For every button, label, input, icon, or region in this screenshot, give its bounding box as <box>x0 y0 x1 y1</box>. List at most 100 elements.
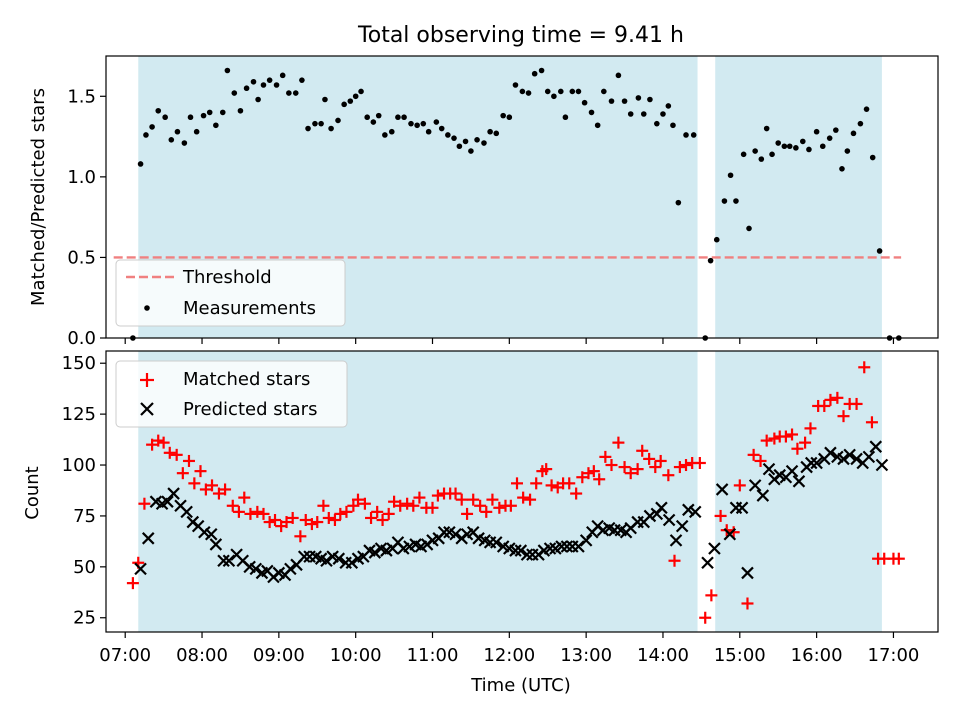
top-legend: Threshold Measurements <box>115 259 346 327</box>
bottom-legend-box <box>115 360 348 428</box>
measurement-point <box>713 236 720 243</box>
matched-star-marker <box>791 442 804 455</box>
matched-star-marker <box>376 514 389 527</box>
matched-star-marker <box>865 416 878 429</box>
matched-star-marker <box>636 444 649 457</box>
measurement-point <box>388 128 395 135</box>
measurement-point <box>299 77 305 83</box>
measurement-point <box>260 82 267 88</box>
matched-star-marker <box>244 507 257 520</box>
top-legend-measurement-swatch <box>144 305 150 311</box>
measurement-point <box>493 130 500 137</box>
measurement-point <box>621 98 628 104</box>
matched-star-marker <box>824 393 837 406</box>
predicted-star-marker <box>284 562 297 576</box>
matched-star-marker <box>540 463 553 476</box>
matched-star-marker <box>401 497 414 510</box>
measurement-point <box>833 127 839 133</box>
matched-star-marker <box>570 487 583 500</box>
measurement-point <box>401 114 407 121</box>
measurement-point <box>588 109 595 116</box>
measurement-point <box>162 114 168 121</box>
predicted-star-marker <box>345 556 359 570</box>
matched-star-marker <box>779 430 792 443</box>
measurement-point <box>826 135 833 141</box>
x-tick-label: 08:00 <box>176 645 228 666</box>
matched-star-marker <box>799 436 812 449</box>
predicted-star-marker <box>662 513 676 527</box>
measurement-point <box>793 145 799 151</box>
top-y-axis-ticks: 0.0 0.5 1.0 1.5 <box>67 86 106 349</box>
measurement-point <box>266 77 273 83</box>
x-tick-label: 12:00 <box>483 645 535 666</box>
matched-star-marker <box>599 450 612 463</box>
matched-star-marker <box>371 505 384 518</box>
predicted-star-marker <box>875 458 889 472</box>
measurement-point <box>506 114 513 121</box>
matched-star-marker <box>299 514 312 527</box>
top-y-axis-label: Matched/Predicted stars <box>28 88 49 306</box>
matched-star-marker <box>152 434 165 447</box>
matched-star-marker <box>206 479 219 492</box>
matched-star-marker <box>340 505 353 518</box>
measurement-point <box>806 146 812 153</box>
measurement-point <box>601 88 607 95</box>
measurement-point <box>292 90 299 96</box>
measurement-point <box>425 128 432 135</box>
matched-star-marker <box>347 499 360 512</box>
x-tick-label: 09:00 <box>253 645 305 666</box>
matched-star-marker <box>311 516 324 529</box>
x-tick-label: 11:00 <box>407 645 459 666</box>
matched-star-marker <box>693 456 706 469</box>
predicted-star-marker <box>669 534 683 547</box>
matched-star-marker <box>747 448 760 461</box>
matched-star-marker <box>654 454 667 467</box>
predicted-star-marker <box>850 452 863 466</box>
measurement-point <box>137 161 144 167</box>
matched-star-marker <box>680 459 693 472</box>
predicted-star-marker <box>320 554 333 568</box>
predicted-star-marker <box>222 554 236 568</box>
bottom-band-1 <box>715 351 882 632</box>
bottom-legend-predicted-swatch <box>140 402 154 416</box>
matched-star-marker <box>530 477 543 490</box>
predicted-star-marker <box>837 452 850 466</box>
matched-star-marker <box>768 432 781 445</box>
measurement-point <box>193 128 200 135</box>
matched-star-marker <box>804 422 817 435</box>
measurement-point <box>481 140 487 146</box>
predicted-star-marker <box>332 552 346 565</box>
matched-star-marker <box>226 499 239 512</box>
bottom-legend: Matched stars Predicted stars <box>115 360 348 428</box>
bottom-observing-bands <box>138 351 882 632</box>
measurement-point <box>237 107 244 114</box>
matched-star-marker <box>394 499 407 512</box>
measurement-point <box>635 95 642 101</box>
measurement-point <box>305 125 311 132</box>
measurement-point <box>813 128 820 135</box>
matched-star-marker <box>238 491 251 504</box>
measurement-point <box>352 93 359 100</box>
measurement-point <box>746 225 752 232</box>
predicted-star-marker <box>134 562 147 576</box>
measurement-point <box>335 117 341 124</box>
measurement-point <box>243 85 250 92</box>
measurement-point <box>420 120 427 127</box>
measurement-point <box>551 93 557 100</box>
matched-star-marker <box>733 479 746 492</box>
predicted-star-marker <box>489 536 503 549</box>
matched-star-marker <box>741 597 754 610</box>
measurement-point <box>347 98 354 104</box>
measurement-point <box>445 132 451 138</box>
measurement-point <box>500 112 506 119</box>
matched-star-marker <box>305 518 318 531</box>
predicted-star-marker <box>792 475 806 488</box>
matched-star-marker <box>263 516 276 529</box>
measurement-point <box>231 90 238 96</box>
measurement-point <box>155 107 162 114</box>
measurement-point <box>328 125 334 132</box>
matched-star-marker <box>388 495 401 508</box>
predicted-star-marker <box>701 556 714 570</box>
measurement-point <box>839 166 845 172</box>
